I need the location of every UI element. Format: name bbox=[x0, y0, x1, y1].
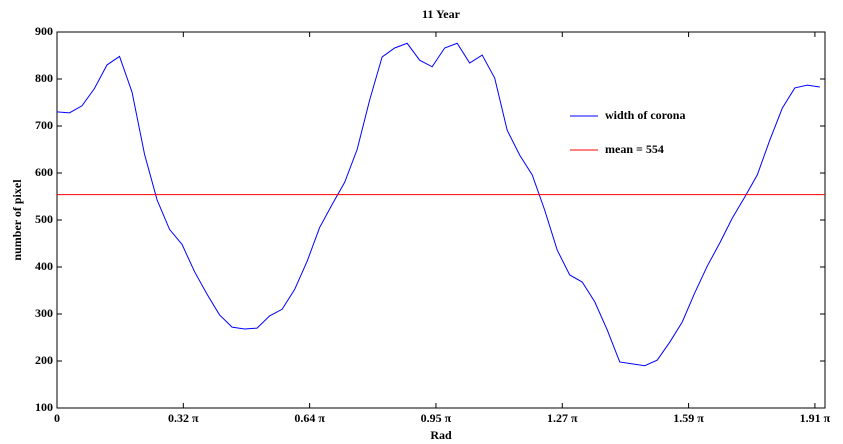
y-tick-label: 500 bbox=[35, 212, 53, 226]
y-tick-label: 100 bbox=[35, 400, 53, 414]
legend-label: mean = 554 bbox=[605, 142, 664, 156]
x-tick-label: 0 bbox=[54, 411, 60, 425]
y-tick-label: 800 bbox=[35, 71, 53, 85]
y-tick-label: 600 bbox=[35, 165, 53, 179]
y-axis-label: number of pixel bbox=[10, 179, 24, 261]
data-line bbox=[56, 42, 820, 367]
x-tick-label: 1.59 π bbox=[673, 411, 704, 425]
x-tick-label: 0.32 π bbox=[168, 411, 199, 425]
chart-title: 11 Year bbox=[422, 7, 461, 21]
y-tick-label: 400 bbox=[35, 259, 53, 273]
y-tick-label: 700 bbox=[35, 118, 53, 132]
y-tick-label: 200 bbox=[35, 353, 53, 367]
plot-frame bbox=[56, 31, 826, 409]
x-tick-label: 1.27 π bbox=[547, 411, 578, 425]
y-tick-label: 900 bbox=[35, 24, 53, 38]
y-tick-label: 300 bbox=[35, 306, 53, 320]
x-tick-label: 0.95 π bbox=[421, 411, 452, 425]
legend-label: width of corona bbox=[605, 108, 685, 122]
x-axis-label: Rad bbox=[430, 428, 452, 442]
x-tick-label: 0.64 π bbox=[294, 411, 325, 425]
x-tick-label: 1.91 π bbox=[800, 411, 831, 425]
